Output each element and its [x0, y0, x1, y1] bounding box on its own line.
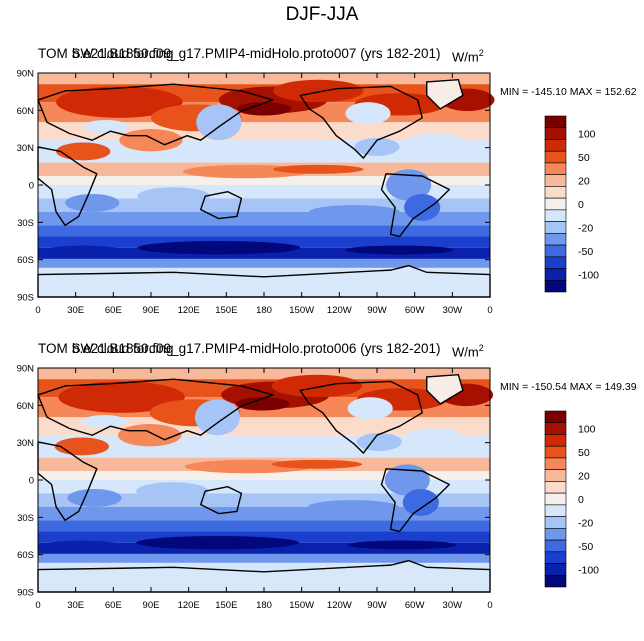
- colorbar-swatch: [544, 233, 567, 246]
- colorbar-label: 20: [578, 176, 590, 188]
- colorbar-swatch: [544, 139, 567, 152]
- lon-tick-label: 60E: [105, 305, 122, 316]
- colorbar-swatch: [544, 197, 567, 211]
- colorbar-label: 50: [578, 447, 590, 459]
- colorbar-swatch: [544, 563, 567, 576]
- lon-tick-label: 180: [256, 600, 272, 611]
- colorbar-swatch: [544, 410, 567, 424]
- lon-tick-label: 30W: [443, 305, 463, 316]
- lat-tick-label: 30N: [17, 438, 35, 449]
- colorbar-swatch: [544, 469, 567, 482]
- lon-tick-label: 0: [35, 600, 40, 611]
- colorbar-label: 100: [578, 129, 596, 141]
- lon-tick-label: 0: [487, 305, 492, 316]
- colorbar-label: 50: [578, 152, 590, 164]
- units-label: W/m2: [452, 343, 484, 360]
- colorbar-swatch: [544, 127, 567, 140]
- lat-tick-label: 0: [29, 181, 34, 192]
- colorbar-label: -100: [578, 269, 599, 281]
- panel-title-variable: TOM SW cloud forcing: [38, 341, 174, 356]
- lon-tick-label: 120E: [178, 305, 200, 316]
- lon-tick-label: 60E: [105, 600, 122, 611]
- colorbar-swatch: [544, 422, 567, 435]
- lat-tick-label: 90N: [17, 364, 35, 375]
- colorbar-swatch: [544, 516, 567, 529]
- lon-tick-label: 30E: [67, 600, 84, 611]
- lon-tick-label: 150W: [289, 305, 314, 316]
- lon-tick-label: 30E: [67, 305, 84, 316]
- lat-tick-label: 60S: [17, 255, 34, 266]
- colorbar-swatch: [544, 574, 567, 588]
- lat-tick-label: 90N: [17, 69, 35, 80]
- lon-tick-label: 0: [487, 600, 492, 611]
- lon-tick-label: 150W: [289, 600, 314, 611]
- lon-tick-label: 180: [256, 305, 272, 316]
- panel-title-case: b.e21.B1850.f09_g17.PMIP4-midHolo.proto0…: [72, 341, 441, 356]
- lat-tick-label: 90S: [17, 588, 34, 599]
- lon-tick-label: 120E: [178, 600, 200, 611]
- lon-tick-label: 60W: [405, 305, 425, 316]
- lon-tick-label: 60W: [405, 600, 425, 611]
- lat-tick-label: 30S: [17, 513, 34, 524]
- lon-tick-label: 90W: [367, 305, 387, 316]
- lon-tick-label: 90E: [143, 305, 160, 316]
- lon-tick-label: 30W: [443, 600, 463, 611]
- lon-tick-label: 120W: [327, 600, 352, 611]
- map-panel-1: TOM SW cloud forcing b.e21.B1850.f09_g17…: [0, 46, 644, 346]
- colorbar-swatch: [544, 244, 567, 258]
- lon-tick-label: 90W: [367, 600, 387, 611]
- colorbar-swatch: [544, 481, 567, 494]
- colorbar-label: 0: [578, 199, 584, 211]
- lon-tick-label: 120W: [327, 305, 352, 316]
- colorbar-swatch: [544, 268, 567, 281]
- panel-title-case: b.e21.B1850.f09_g17.PMIP4-midHolo.proto0…: [72, 46, 441, 61]
- colorbar-swatch: [544, 279, 567, 293]
- colorbar-swatch: [544, 115, 567, 129]
- lat-tick-label: 30S: [17, 218, 34, 229]
- figure-title: DJF-JJA: [285, 4, 359, 25]
- lat-tick-label: 30N: [17, 143, 35, 154]
- colorbar-swatch: [544, 162, 567, 175]
- colorbar-swatch: [544, 186, 567, 199]
- lon-tick-label: 90E: [143, 600, 160, 611]
- colorbar-label: -50: [578, 541, 593, 553]
- map-panel-2: TOM SW cloud forcing b.e21.B1850.f09_g17…: [0, 341, 644, 641]
- lat-tick-label: 60S: [17, 550, 34, 561]
- lat-tick-label: 60N: [17, 106, 35, 117]
- colorbar-swatch: [544, 150, 567, 164]
- colorbar-label: -20: [578, 222, 593, 234]
- min-max-label: MIN = -145.10 MAX = 152.62: [500, 86, 637, 98]
- lon-tick-label: 0: [35, 305, 40, 316]
- colorbar-swatch: [544, 434, 567, 447]
- units-label: W/m2: [452, 48, 484, 65]
- colorbar-swatch: [544, 504, 567, 517]
- colorbar-swatch: [544, 528, 567, 541]
- colorbar-swatch: [544, 209, 567, 222]
- colorbar-label: 0: [578, 494, 584, 506]
- colorbar-swatch: [544, 539, 567, 553]
- colorbar-swatch: [544, 256, 567, 269]
- colorbar-swatch: [544, 492, 567, 506]
- colorbar-label: -50: [578, 246, 593, 258]
- colorbar-swatch: [544, 174, 567, 187]
- min-max-label: MIN = -150.54 MAX = 149.39: [500, 381, 637, 393]
- lon-tick-label: 150E: [215, 600, 237, 611]
- panel-title-variable: TOM SW cloud forcing: [38, 46, 174, 61]
- colorbar-swatch: [544, 221, 567, 234]
- colorbar-swatch: [544, 457, 567, 470]
- colorbar-label: 20: [578, 471, 590, 483]
- lat-tick-label: 60N: [17, 401, 35, 412]
- lat-tick-label: 0: [29, 476, 34, 487]
- colorbar-swatch: [544, 445, 567, 459]
- colorbar-label: -100: [578, 564, 599, 576]
- colorbar-swatch: [544, 551, 567, 564]
- lon-tick-label: 150E: [215, 305, 237, 316]
- colorbar-label: -20: [578, 517, 593, 529]
- lat-tick-label: 90S: [17, 293, 34, 304]
- colorbar-label: 100: [578, 424, 596, 436]
